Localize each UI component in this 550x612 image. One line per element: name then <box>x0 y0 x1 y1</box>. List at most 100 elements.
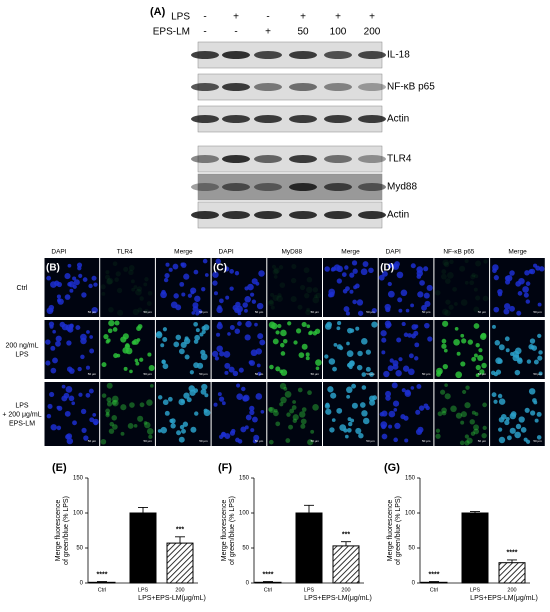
cell <box>81 292 87 298</box>
cell <box>509 270 515 276</box>
cell <box>184 354 190 360</box>
cell <box>68 324 74 329</box>
cell <box>440 273 447 280</box>
cell <box>493 306 500 313</box>
cell <box>331 418 336 422</box>
column-header: TLR4 <box>117 249 133 256</box>
cell <box>271 322 278 330</box>
cell <box>47 403 53 409</box>
cell <box>260 409 265 414</box>
cell <box>512 354 520 362</box>
cell <box>392 363 399 370</box>
cell <box>106 401 113 407</box>
cell <box>65 434 71 440</box>
micrograph: 50 μm <box>323 320 378 379</box>
cell <box>362 417 370 425</box>
cell <box>91 306 98 314</box>
cell <box>416 384 422 389</box>
cell <box>444 393 451 400</box>
cell <box>88 283 93 289</box>
cell <box>148 364 155 371</box>
cell <box>194 334 201 341</box>
cell <box>218 396 225 402</box>
cell <box>80 354 85 360</box>
cell <box>361 385 367 390</box>
micrograph: 50 μm <box>155 320 211 379</box>
error-bar <box>175 536 185 544</box>
cell <box>434 289 441 296</box>
cell <box>482 402 487 408</box>
cell <box>435 433 441 439</box>
cell <box>61 384 66 389</box>
significance: *** <box>342 532 350 539</box>
treatment: - <box>234 27 237 38</box>
cell <box>448 304 454 310</box>
cell <box>112 327 118 332</box>
cell <box>355 427 362 434</box>
error-bar <box>304 504 314 513</box>
blot-label: IL-18 <box>387 50 410 61</box>
scale-bar-label: 50 μm <box>533 372 542 376</box>
scale-bar-label: 50 μm <box>88 439 97 443</box>
micrograph: 50 μm <box>44 258 100 317</box>
cell <box>361 338 368 345</box>
treatment: - <box>266 12 269 23</box>
cell <box>115 271 121 277</box>
cell <box>492 264 499 271</box>
micrograph-bg <box>434 382 490 446</box>
cell <box>143 308 149 314</box>
cell <box>538 350 543 355</box>
cell <box>129 369 133 374</box>
cell <box>312 287 319 293</box>
cell <box>69 288 74 293</box>
cell <box>417 291 424 298</box>
cell <box>275 366 281 372</box>
column-header: Merge <box>341 249 360 256</box>
cell <box>212 350 219 357</box>
cell <box>283 386 288 391</box>
cell <box>482 425 487 431</box>
cell <box>473 306 480 313</box>
cell <box>280 342 285 348</box>
cell <box>108 306 114 313</box>
treatment: + <box>369 12 375 23</box>
scale-bar-label: 50 μm <box>533 310 542 314</box>
cell <box>387 281 392 287</box>
cell <box>310 429 315 434</box>
cell <box>337 321 342 326</box>
cell <box>288 424 294 430</box>
cell <box>143 282 148 287</box>
x-tick-label: LPS <box>304 587 315 593</box>
cell <box>136 286 143 292</box>
cell <box>520 427 527 433</box>
panel-label: (G) <box>384 462 400 474</box>
cell <box>345 311 350 316</box>
scale-bar-label: 50 μm <box>199 310 208 314</box>
cell <box>336 278 342 284</box>
cell <box>200 353 208 361</box>
cell <box>173 341 180 348</box>
band <box>222 115 250 123</box>
cell <box>343 306 350 312</box>
cell <box>279 282 286 288</box>
cell <box>46 413 52 419</box>
cell <box>306 324 311 329</box>
band <box>324 115 352 123</box>
cell <box>45 360 51 366</box>
y-tick-label: 50 <box>242 546 249 552</box>
cell <box>219 298 224 304</box>
scale-bar-label: 50 μm <box>199 439 208 443</box>
cell <box>509 412 517 420</box>
cell <box>473 287 478 292</box>
cell <box>324 403 331 409</box>
cell <box>444 278 451 284</box>
cell <box>194 295 201 302</box>
micrograph: 50 μm <box>378 258 434 317</box>
band <box>289 115 317 123</box>
cell <box>450 405 457 413</box>
cell <box>195 328 200 333</box>
cell <box>359 402 366 408</box>
cell <box>56 294 62 299</box>
y-tick-label: 0 <box>412 581 416 587</box>
cell <box>219 351 225 357</box>
